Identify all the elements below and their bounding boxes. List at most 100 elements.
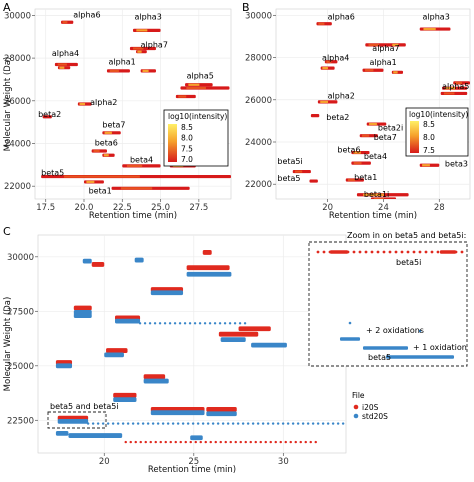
panel-b-colorbar [410, 121, 419, 153]
feature-band [206, 411, 237, 417]
feature-core [178, 95, 187, 98]
feature-band [143, 374, 166, 380]
feature-dot [111, 422, 115, 425]
feature-band [73, 313, 92, 319]
feature-dot [141, 422, 145, 425]
feature-band [186, 265, 230, 271]
feature-dot [244, 440, 247, 444]
feature-dot [279, 440, 282, 444]
feature-band [206, 407, 237, 412]
protein-label: alpha2 [90, 98, 117, 107]
zoom-dot [418, 250, 422, 254]
feature-core [392, 43, 399, 46]
x-tick-label: 24 [378, 203, 389, 213]
feature-dot [194, 440, 197, 444]
feature-dot [231, 422, 235, 425]
feature-dot [259, 440, 262, 444]
feature-dot [341, 422, 345, 425]
feature-dot [211, 422, 215, 425]
feature-dot [116, 422, 120, 425]
feature-band [113, 392, 137, 398]
feature-dot [201, 422, 205, 425]
feature-dot [291, 422, 295, 425]
feature-dot [191, 422, 195, 425]
feature-dot [331, 422, 335, 425]
zoom-band [440, 250, 456, 254]
feature-core [423, 27, 436, 31]
feature-dot [216, 422, 220, 425]
zoom-dot [394, 250, 398, 254]
feature-dot [184, 440, 187, 444]
zoom-beta5i-label: beta5i [396, 258, 421, 267]
panel-b-legend-ticks: 8.5 8.0 7.5 [423, 120, 435, 155]
legend-tick-label: 8.0 [423, 133, 435, 142]
feature-dot [129, 440, 132, 444]
zoom-beta5-label: beta5 [368, 353, 391, 362]
y-tick-label: 30000 [7, 253, 34, 263]
feature-dot [164, 440, 167, 444]
zoom-dot [382, 250, 386, 254]
feature-dot [209, 440, 212, 444]
y-tick-label: 28000 [245, 54, 272, 64]
y-tick-label: 28000 [4, 54, 31, 64]
zoom-inset-marks [316, 250, 464, 359]
panel-a-legend-ticks: 8.5 8.07.5 7.0 [181, 123, 193, 164]
feature-core [86, 180, 95, 184]
protein-label: beta1i [364, 190, 389, 199]
feature-dot [134, 440, 137, 444]
feature-dot [239, 440, 242, 444]
feature-core [109, 69, 119, 73]
beta5-box [47, 411, 107, 429]
feature-dot [243, 322, 247, 325]
x-tick-label: 22.5 [113, 203, 132, 213]
feature-core [393, 71, 398, 74]
protein-label: beta2 [38, 110, 61, 119]
panel-a-legend: log10(intensity) 8.5 8.07.5 7.0 [163, 109, 229, 167]
feature-dot [146, 422, 150, 425]
feature-dot [139, 440, 142, 444]
feature-core [62, 21, 68, 24]
protein-label: beta6 [337, 146, 360, 155]
zoom-dot [370, 250, 374, 254]
feature-dot [106, 422, 110, 425]
feature-dot [193, 322, 197, 325]
feature-dot [256, 422, 260, 425]
feature-dot [326, 422, 330, 425]
feature-dot [156, 422, 160, 425]
feature-dot [149, 440, 152, 444]
feature-band [251, 342, 287, 348]
legend-tick-label: 8.5 [423, 120, 435, 129]
protein-label: beta2 [326, 113, 349, 122]
zoom-dot [352, 250, 356, 254]
protein-label: alpha2 [328, 92, 355, 101]
feature-dot [254, 440, 257, 444]
feature-dot [136, 422, 140, 425]
feature-dot [176, 422, 180, 425]
feature-band [106, 348, 128, 353]
feature-band [104, 352, 124, 358]
feature-dot [238, 322, 242, 325]
feature-dot [311, 422, 315, 425]
panel-a-legend-title: log10(intensity) [168, 112, 227, 121]
protein-label: alpha7 [372, 44, 399, 53]
panel-c-marks [55, 250, 345, 444]
feature-band [150, 410, 205, 416]
y-tick-label: 24000 [245, 138, 272, 148]
protein-label: alpha5 [187, 71, 214, 80]
feature-dot [264, 440, 267, 444]
feature-band [220, 337, 246, 343]
legend-tick-label: 7.5 [181, 144, 193, 153]
feature-core [188, 83, 200, 86]
feature-dot [214, 440, 217, 444]
feature-dot [281, 422, 285, 425]
zoom-dot [424, 250, 428, 254]
feature-dot [228, 322, 232, 325]
zoom-dot [348, 321, 352, 325]
zoom-dot [358, 250, 362, 254]
feature-dot [261, 422, 265, 425]
panel-c-legend-title: File [352, 391, 365, 400]
panel-b-marks [292, 22, 470, 199]
feature-band [68, 433, 123, 438]
zoom-band [340, 337, 360, 341]
feature-dot [226, 422, 230, 425]
